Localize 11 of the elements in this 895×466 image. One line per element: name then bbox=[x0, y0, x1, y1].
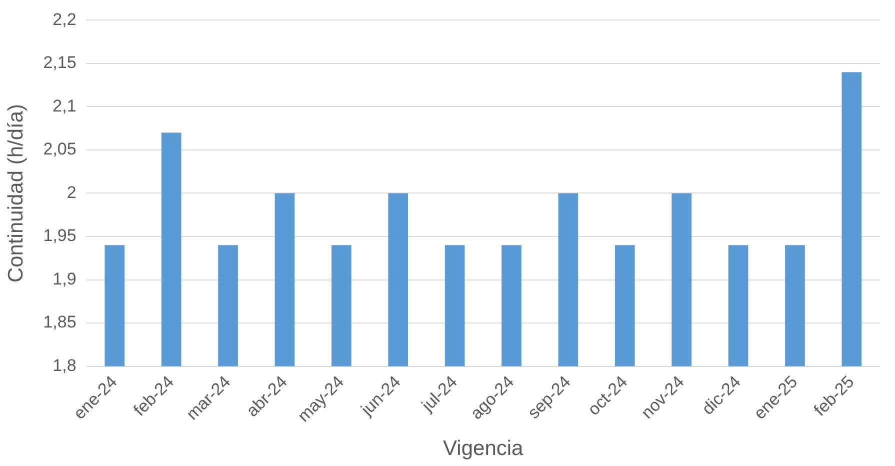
y-tick-label: 2,15 bbox=[43, 53, 76, 72]
y-tick-label: 2 bbox=[66, 182, 76, 202]
y-tick-label: 1,95 bbox=[43, 226, 76, 246]
y-tick-label: 2,05 bbox=[43, 140, 76, 159]
y-tick-label: 1,9 bbox=[52, 269, 76, 288]
y-axis-title: Continuidad (h/día) bbox=[4, 104, 28, 283]
y-tick-label: 1,85 bbox=[43, 312, 76, 332]
y-tick-label: 2,2 bbox=[52, 10, 76, 29]
y-tick-label: 2,1 bbox=[52, 96, 76, 116]
y-tick-label: 1,8 bbox=[52, 356, 76, 375]
x-axis-title: Vigencia bbox=[443, 437, 524, 460]
